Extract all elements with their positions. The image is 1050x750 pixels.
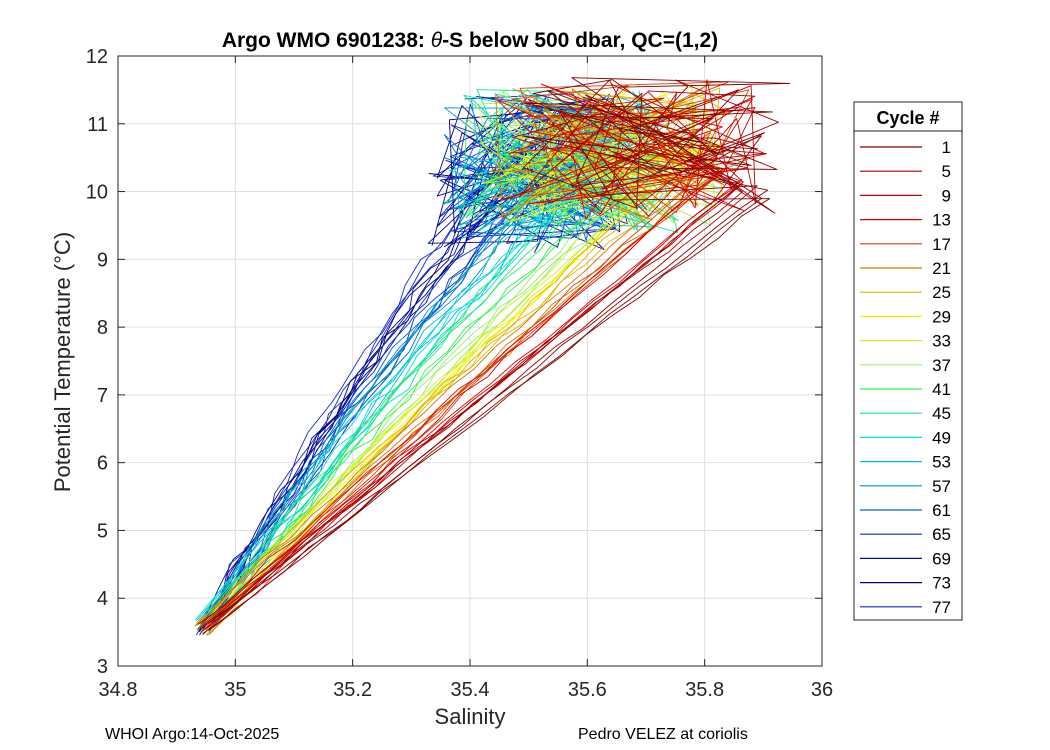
x-tick-label: 36 <box>811 679 833 701</box>
y-tick-label: 10 <box>86 182 108 204</box>
legend-label: 17 <box>932 235 951 254</box>
legend-label: 25 <box>932 283 951 302</box>
y-tick-label: 8 <box>97 317 108 339</box>
legend-label: 5 <box>942 162 951 181</box>
y-tick-labels: 3 4 5 6 7 8 9 10 11 12 <box>86 46 108 678</box>
series-line <box>196 118 643 626</box>
y-tick-label: 5 <box>97 520 108 542</box>
y-tick-label: 9 <box>97 249 108 271</box>
series-line <box>200 97 745 625</box>
y-tick-label: 6 <box>97 453 108 475</box>
series-line <box>211 90 664 629</box>
x-axis-title: Salinity <box>435 704 506 729</box>
legend-label: 33 <box>932 332 951 351</box>
series-line <box>201 92 762 628</box>
legend-label: 21 <box>932 259 951 278</box>
chart-title: Argo WMO 6901238: θ-S below 500 dbar, QC… <box>222 29 718 52</box>
tick-marks <box>117 55 823 667</box>
series-line <box>198 95 616 633</box>
series-line <box>207 89 773 624</box>
series-line <box>196 116 654 621</box>
legend-label: 49 <box>932 428 951 447</box>
x-tick-label: 34.8 <box>99 679 138 701</box>
series-line <box>202 77 791 635</box>
x-tick-label: 35.4 <box>451 679 490 701</box>
series-line <box>195 90 699 623</box>
y-tick-label: 7 <box>97 385 108 407</box>
series-line <box>195 107 654 626</box>
legend-label: 37 <box>932 356 951 375</box>
y-tick-label: 3 <box>97 656 108 678</box>
x-tick-label: 35.2 <box>333 679 372 701</box>
legend-label: 77 <box>932 598 951 617</box>
legend-title: Cycle # <box>876 108 939 128</box>
legend-label: 9 <box>942 186 951 205</box>
series-line <box>202 83 756 636</box>
legend-entries: 1 5 9 13 17 21 25 29 33 37 41 45 49 53 57 61 65 69 73 77 <box>860 138 951 617</box>
series-line <box>205 106 767 630</box>
series-group <box>194 77 791 636</box>
legend-label: 41 <box>932 380 951 399</box>
x-tick-labels: 34.8 35 35.2 35.4 35.6 35.8 36 <box>99 679 834 701</box>
y-axis-title: Potential Temperature (°C) <box>50 232 75 492</box>
plot-area: 34.8 35 35.2 35.4 35.6 35.8 36 3 4 5 6 7 8 9 10 11 12 <box>86 46 833 701</box>
y-tick-label: 4 <box>97 588 108 610</box>
series-line <box>199 91 656 623</box>
x-tick-label: 35.6 <box>568 679 607 701</box>
legend-label: 45 <box>932 404 951 423</box>
footer-left: WHOI Argo:14-Oct-2025 <box>105 726 280 743</box>
legend-label: 65 <box>932 525 951 544</box>
legend-label: 69 <box>932 549 951 568</box>
legend-label: 73 <box>932 574 951 593</box>
series-line <box>201 82 720 621</box>
legend-label: 13 <box>932 211 951 230</box>
title-prefix: Argo WMO 6901238: <box>222 29 431 52</box>
series-line <box>194 94 702 627</box>
series-line <box>210 89 687 629</box>
x-tick-label: 35.8 <box>685 679 724 701</box>
footer-right: Pedro VELEZ at coriolis <box>578 726 748 743</box>
series-line <box>208 85 726 636</box>
series-line <box>197 101 694 629</box>
legend: Cycle # 1 5 9 13 17 21 25 29 33 37 41 45 49 53 57 61 65 6… <box>853 101 963 621</box>
legend-label: 61 <box>932 501 951 520</box>
legend-label: 53 <box>932 453 951 472</box>
legend-label: 57 <box>932 477 951 496</box>
title-suffix: -S below 500 dbar, QC=(1,2) <box>442 29 718 52</box>
legend-label: 29 <box>932 307 951 326</box>
series-line <box>197 79 779 625</box>
series-line <box>197 79 778 633</box>
y-tick-label: 12 <box>86 46 108 68</box>
series-line <box>196 79 753 631</box>
legend-label: 1 <box>942 138 951 157</box>
series-line <box>202 93 731 635</box>
y-tick-label: 11 <box>87 114 108 136</box>
title-theta: θ <box>431 29 443 52</box>
x-tick-label: 35 <box>224 679 246 701</box>
series-line <box>211 110 702 627</box>
